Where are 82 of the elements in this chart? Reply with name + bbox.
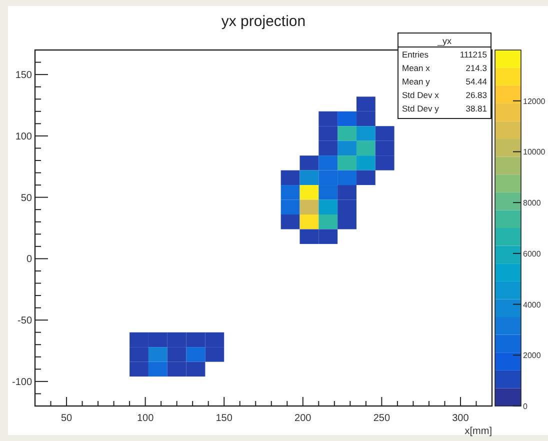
- color-bar-label: 8000: [523, 198, 542, 208]
- point: [130, 362, 148, 377]
- point: [280, 185, 300, 200]
- color-bar-label: 2000: [523, 351, 542, 360]
- x-tick-label: 150: [216, 413, 233, 424]
- color-bar-label: 12000: [523, 96, 546, 106]
- point: [167, 332, 186, 348]
- point: [318, 111, 338, 126]
- annotation: Entries: [402, 50, 428, 60]
- text: _yx: [436, 36, 452, 46]
- point: [338, 200, 356, 214]
- point: [318, 156, 338, 170]
- annotation: Mean x: [402, 63, 431, 73]
- point: [148, 332, 168, 348]
- point: [318, 229, 338, 244]
- point: [280, 214, 300, 230]
- point: [148, 362, 168, 377]
- y-tick-label: 100: [15, 131, 32, 142]
- color-bar-label: 4000: [523, 300, 542, 310]
- x-tick-label: 300: [452, 413, 470, 424]
- annotation: 111215: [460, 50, 488, 60]
- annotation: 54.44: [466, 76, 488, 86]
- point: [375, 156, 394, 170]
- point: [148, 347, 168, 362]
- y-tick-label: -100: [12, 376, 32, 388]
- point: [300, 185, 319, 200]
- point: [186, 362, 206, 377]
- point: [356, 156, 376, 170]
- point: [375, 126, 394, 141]
- x-tick-label: 200: [294, 413, 312, 424]
- point: [167, 347, 186, 362]
- annotation: Mean y: [402, 76, 431, 86]
- point: [300, 229, 319, 244]
- point: [356, 170, 376, 186]
- point: [186, 332, 206, 348]
- annotation: Std Dev x: [402, 90, 440, 100]
- x-tick-label: 250: [373, 413, 390, 424]
- point: [205, 332, 224, 348]
- point: [318, 200, 338, 214]
- point: [318, 126, 338, 141]
- point: [300, 200, 319, 214]
- point: [130, 347, 148, 362]
- point: [167, 362, 186, 377]
- color-bar-label: 10000: [523, 148, 546, 157]
- y-tick-label: 150: [15, 70, 32, 82]
- point: [318, 185, 338, 200]
- annotation: 38.81: [466, 104, 488, 114]
- point: [356, 126, 376, 141]
- annotation: 214.3: [466, 63, 488, 73]
- x-axis-title: x[mm]: [464, 426, 492, 437]
- point: [280, 200, 300, 214]
- point: [338, 111, 356, 126]
- point: [186, 347, 206, 362]
- point: [280, 170, 300, 186]
- annotation: Std Dev y: [402, 104, 440, 114]
- chart-title: yx projection: [221, 13, 306, 30]
- point: [338, 140, 356, 156]
- point: [338, 170, 356, 186]
- point: [356, 96, 376, 112]
- point: [205, 347, 224, 362]
- point: [318, 214, 338, 230]
- point: [338, 214, 356, 230]
- point: [318, 170, 338, 186]
- point: [300, 214, 319, 230]
- color-bar-label: 0: [523, 402, 528, 411]
- color-bar-label: 6000: [523, 249, 542, 258]
- point: [318, 140, 338, 156]
- point: [356, 111, 376, 126]
- y-tick-label: 0: [26, 254, 32, 266]
- point: [338, 185, 356, 200]
- y-tick-label: 50: [20, 192, 32, 204]
- y-tick-label: -50: [18, 316, 32, 327]
- point: [375, 140, 394, 156]
- annotation: 26.83: [466, 90, 488, 100]
- point: [338, 156, 356, 170]
- point: [300, 170, 319, 186]
- x-tick-label: 50: [60, 413, 73, 424]
- point: [356, 140, 376, 156]
- x-tick-label: 100: [136, 413, 154, 424]
- point: [300, 156, 319, 170]
- point: [130, 332, 148, 348]
- point: [338, 126, 356, 141]
